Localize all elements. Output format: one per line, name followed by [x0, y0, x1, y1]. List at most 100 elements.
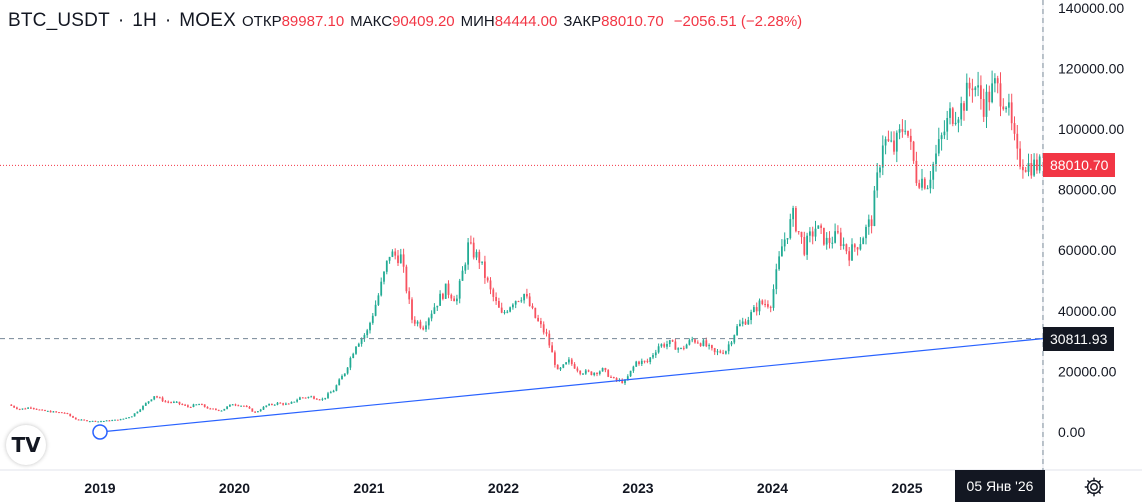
candle-body[interactable] [212, 408, 214, 410]
candle-body[interactable] [44, 410, 46, 411]
candle-body[interactable] [601, 368, 604, 372]
candle-body[interactable] [498, 301, 500, 308]
candle-body[interactable] [632, 366, 635, 371]
candle-body[interactable] [128, 417, 130, 419]
candle-body[interactable] [486, 277, 489, 281]
candle-body[interactable] [1033, 159, 1035, 176]
candle-body[interactable] [55, 411, 58, 413]
candle-body[interactable] [652, 355, 654, 358]
candle-body[interactable] [478, 251, 481, 263]
candle-body[interactable] [58, 412, 60, 414]
candle-body[interactable] [385, 260, 388, 272]
candle-body[interactable] [77, 419, 80, 421]
candle-body[interactable] [27, 407, 29, 409]
candle-body[interactable] [399, 254, 402, 264]
candle-body[interactable] [739, 323, 741, 327]
candle-body[interactable] [736, 326, 738, 336]
candle-body[interactable] [764, 304, 766, 305]
candle-body[interactable] [556, 364, 559, 370]
candle-body[interactable] [940, 135, 943, 140]
candle-body[interactable] [999, 83, 1002, 107]
candle-body[interactable] [767, 304, 769, 307]
candle-body[interactable] [282, 403, 284, 405]
candle-body[interactable] [1024, 170, 1027, 172]
candle-body[interactable] [346, 367, 349, 374]
candle-body[interactable] [1016, 133, 1019, 149]
candle-body[interactable] [343, 373, 346, 377]
candle-body[interactable] [865, 226, 867, 239]
candle-body[interactable] [691, 339, 694, 341]
candle-body[interactable] [842, 244, 845, 246]
candle-body[interactable] [178, 401, 181, 405]
candle-body[interactable] [122, 418, 125, 420]
candle-body[interactable] [593, 372, 596, 375]
candle-body[interactable] [484, 261, 486, 278]
candle-body[interactable] [153, 396, 156, 400]
candle-body[interactable] [856, 247, 859, 250]
candle-body[interactable] [217, 409, 220, 411]
candle-body[interactable] [520, 300, 523, 302]
candle-body[interactable] [119, 419, 122, 421]
candle-body[interactable] [335, 385, 338, 391]
candle-body[interactable] [912, 141, 915, 161]
candle-body[interactable] [338, 379, 341, 386]
candle-body[interactable] [935, 153, 937, 165]
candle-body[interactable] [898, 129, 901, 133]
candle-body[interactable] [500, 307, 503, 313]
candle-body[interactable] [495, 297, 497, 301]
candle-body[interactable] [125, 417, 128, 419]
candle-body[interactable] [383, 271, 385, 282]
candle-body[interactable] [828, 237, 831, 243]
candle-body[interactable] [859, 244, 862, 250]
candle-body[interactable] [921, 178, 923, 188]
candle-body[interactable] [946, 118, 949, 132]
candle-body[interactable] [584, 370, 587, 374]
candle-body[interactable] [472, 242, 475, 258]
candle-body[interactable] [772, 289, 775, 308]
candle-body[interactable] [596, 372, 598, 374]
candle-body[interactable] [279, 402, 282, 404]
candle-body[interactable] [663, 344, 666, 347]
candle-body[interactable] [649, 357, 652, 363]
candle-body[interactable] [713, 348, 716, 353]
candle-body[interactable] [234, 404, 237, 406]
candle-body[interactable] [937, 139, 940, 154]
candle-body[interactable] [814, 228, 817, 237]
candle-body[interactable] [820, 225, 822, 228]
candle-body[interactable] [1002, 106, 1005, 110]
candle-body[interactable] [853, 244, 856, 248]
candle-body[interactable] [290, 401, 293, 404]
candle-body[interactable] [240, 405, 242, 407]
candle-body[interactable] [926, 188, 929, 190]
candle-body[interactable] [506, 311, 509, 313]
candle-body[interactable] [963, 103, 965, 111]
candle-body[interactable] [35, 408, 38, 410]
candle-body[interactable] [32, 408, 35, 409]
candle-body[interactable] [439, 293, 441, 306]
candle-body[interactable] [901, 129, 904, 132]
candle-body[interactable] [413, 319, 416, 324]
candle-body[interactable] [991, 83, 993, 103]
candle-body[interactable] [803, 237, 806, 255]
candle-body[interactable] [206, 406, 209, 409]
candle-body[interactable] [86, 420, 88, 422]
candle-body[interactable] [352, 353, 355, 358]
candle-body[interactable] [301, 397, 304, 399]
candle-body[interactable] [427, 318, 430, 326]
candle-body[interactable] [49, 410, 52, 413]
candle-body[interactable] [904, 130, 907, 132]
candle-body[interactable] [142, 405, 144, 410]
candle-body[interactable] [243, 405, 245, 407]
candle-body[interactable] [80, 419, 83, 421]
candle-body[interactable] [102, 421, 105, 422]
candle-body[interactable] [923, 178, 926, 189]
candle-body[interactable] [88, 421, 91, 423]
candle-body[interactable] [792, 208, 794, 220]
candle-body[interactable] [133, 413, 136, 417]
candle-body[interactable] [708, 345, 710, 347]
candle-body[interactable] [994, 78, 996, 84]
candle-body[interactable] [108, 420, 111, 422]
candle-body[interactable] [91, 420, 94, 422]
candle-body[interactable] [778, 256, 780, 270]
candle-body[interactable] [318, 399, 321, 401]
